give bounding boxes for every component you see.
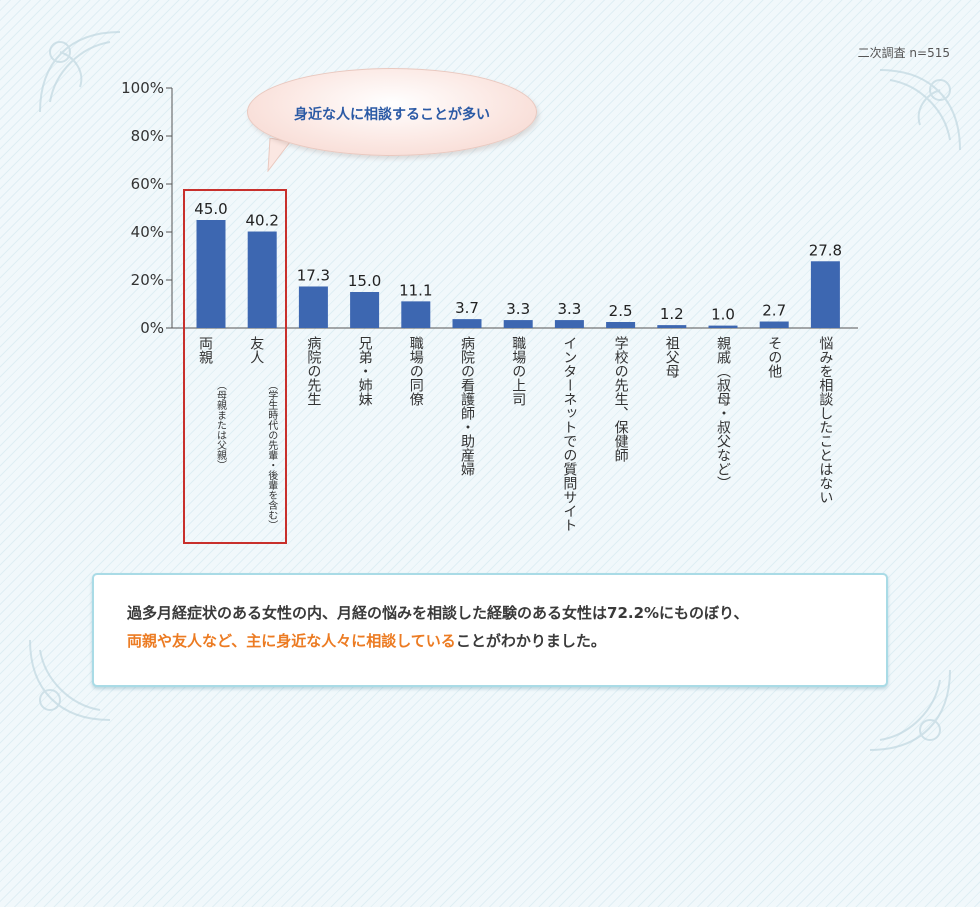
- bar: [554, 320, 584, 328]
- category-sublabel: （学生時代の先輩・後輩を含む）: [266, 380, 278, 530]
- category-label: 兄弟・姉妹: [357, 336, 373, 406]
- category-label: 祖父母: [664, 336, 680, 378]
- value-label: 3.3: [506, 300, 530, 318]
- bar: [759, 321, 789, 328]
- ornament-top-right: [879, 69, 961, 151]
- bar: [298, 286, 328, 328]
- summary-highlight: 両親や友人など、主に身近な人々に相談している: [127, 632, 456, 650]
- category-sublabel: （母親または父親）: [215, 380, 227, 470]
- value-label: 3.3: [557, 300, 581, 318]
- bar: [350, 292, 380, 328]
- ornament-bottom-right: [869, 669, 951, 751]
- y-tick-label: 60%: [131, 175, 164, 193]
- speech-bubble: 身近な人に相談することが多い: [247, 68, 537, 156]
- summary-box: 過多月経症状のある女性の内、月経の悩みを相談した経験のある女性は72.2%にもの…: [92, 573, 888, 687]
- bar: [708, 325, 738, 328]
- bar: [657, 325, 687, 328]
- bar: [810, 261, 840, 328]
- value-label: 40.2: [245, 212, 278, 230]
- summary-text: 過多月経症状のある女性の内、月経の悩みを相談した経験のある女性は72.2%にもの…: [127, 599, 866, 655]
- summary-line-2-rest: ことがわかりました。: [455, 632, 606, 650]
- survey-note: 二次調査 n=515: [857, 46, 950, 60]
- bars: [196, 220, 840, 328]
- value-label: 3.7: [455, 299, 479, 317]
- category-label: 職場の上司: [510, 336, 526, 406]
- value-label: 27.8: [809, 241, 842, 259]
- value-label: 11.1: [399, 281, 432, 299]
- category-label: その他: [766, 336, 782, 379]
- category-label: 親戚（叔母・叔父など）: [715, 336, 731, 490]
- bar: [247, 231, 277, 328]
- value-labels: 45.0 40.2 17.3 15.0 11.1 3.7 3.3 3.3 2.5 1.2 1.0 2.…: [194, 200, 842, 324]
- category-label: 職場の同僚: [408, 336, 424, 406]
- highlight-box: [183, 189, 287, 544]
- y-tick-label: 80%: [131, 127, 164, 145]
- bubble-text: 身近な人に相談することが多い: [294, 107, 490, 123]
- value-label: 2.7: [762, 302, 786, 320]
- ornament-top-left: [39, 31, 121, 113]
- category-label: 悩みを相談したことはない: [817, 336, 833, 504]
- value-label: 45.0: [194, 200, 227, 218]
- y-tick-label: 0%: [140, 319, 164, 337]
- value-label: 1.0: [711, 306, 735, 324]
- category-label: 両親: [197, 336, 213, 365]
- bar: [196, 220, 226, 328]
- y-tick-label: 20%: [131, 271, 164, 289]
- bar: [503, 320, 533, 328]
- category-labels: 両親 （母親または父親） 友人 （学生時代の先輩・後輩を含む） 病院の先生 兄弟・姉妹 職場…: [197, 336, 833, 532]
- bar: [606, 322, 636, 328]
- category-label: 友人: [248, 336, 264, 364]
- ornament-bottom-left: [29, 639, 111, 721]
- value-label: 15.0: [348, 272, 381, 290]
- category-label: 病院の看護師・助産婦: [459, 336, 475, 476]
- bar-chart: 0% 20% 40% 60% 80% 100% 45.0 40.2 17.3 15.0 11.1 3…: [121, 79, 858, 532]
- category-label: 学校の先生、保健師: [613, 336, 629, 462]
- y-tick-label: 100%: [121, 79, 164, 97]
- value-label: 17.3: [297, 266, 330, 284]
- summary-line-2: 両親や友人など、主に身近な人々に相談していることがわかりました。: [127, 627, 866, 655]
- value-label: 1.2: [660, 305, 684, 323]
- category-label: インターネットでの質問サイト: [561, 336, 577, 532]
- summary-line-1: 過多月経症状のある女性の内、月経の悩みを相談した経験のある女性は72.2%にもの…: [127, 604, 749, 622]
- bar: [452, 319, 482, 328]
- y-tick-label: 40%: [131, 223, 164, 241]
- bar: [401, 301, 431, 328]
- value-label: 2.5: [609, 302, 633, 320]
- category-label: 病院の先生: [305, 336, 321, 406]
